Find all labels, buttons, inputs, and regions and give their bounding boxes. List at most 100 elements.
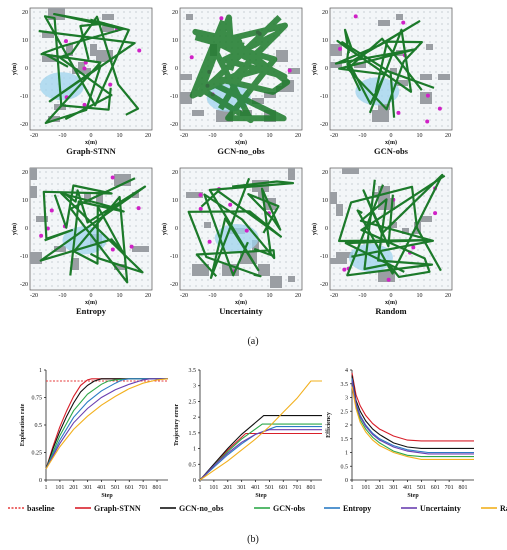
grid-dot <box>405 17 407 19</box>
obstacle-block <box>132 246 149 252</box>
grid-dot <box>363 171 365 173</box>
grid-dot <box>285 267 287 269</box>
grid-dot <box>381 17 383 19</box>
grid-dot <box>111 279 113 281</box>
grid-dot <box>147 95 149 97</box>
grid-dot <box>45 183 47 185</box>
grid-dot <box>129 11 131 13</box>
trajectory-path <box>334 20 421 92</box>
grid-dot <box>39 59 41 61</box>
grid-dot <box>393 249 395 251</box>
grid-dot <box>129 107 131 109</box>
grid-dot <box>147 29 149 31</box>
grid-dot <box>423 89 425 91</box>
grid-dot <box>189 53 191 55</box>
grid-dot <box>423 53 425 55</box>
grid-dot <box>63 189 65 191</box>
grid-dot <box>357 29 359 31</box>
grid-dot <box>111 101 113 103</box>
grid-dot <box>141 71 143 73</box>
grid-dot <box>117 231 119 233</box>
grid-dot <box>129 249 131 251</box>
obstacle-block <box>84 192 91 204</box>
grid-dot <box>45 195 47 197</box>
grid-dot <box>369 107 371 109</box>
grid-dot <box>345 89 347 91</box>
map-x-tick: 0 <box>90 133 93 139</box>
grid-dot <box>57 183 59 185</box>
grid-dot <box>117 219 119 221</box>
grid-dot <box>195 207 197 209</box>
grid-dot <box>297 77 299 79</box>
grid-dot <box>147 41 149 43</box>
obstacle-block <box>96 192 103 204</box>
grid-dot <box>297 243 299 245</box>
grid-dot <box>363 213 365 215</box>
grid-dot <box>141 231 143 233</box>
grid-dot <box>291 35 293 37</box>
map-x-tick: 0 <box>90 293 93 299</box>
grid-dot <box>111 255 113 257</box>
obstacle-block <box>390 68 397 74</box>
grid-dot <box>45 119 47 121</box>
grid-dot <box>147 177 149 179</box>
grid-dot <box>99 285 101 287</box>
y-tick-label: 0 <box>345 478 348 484</box>
grid-dot <box>417 213 419 215</box>
grid-dot <box>399 107 401 109</box>
grid-dot <box>75 273 77 275</box>
grid-dot <box>117 11 119 13</box>
grid-dot <box>447 17 449 19</box>
grid-dot <box>39 171 41 173</box>
grid-dot <box>111 201 113 203</box>
grid-dot <box>441 261 443 263</box>
grid-dot <box>63 273 65 275</box>
grid-dot <box>297 225 299 227</box>
grid-dot <box>189 261 191 263</box>
grid-dot <box>135 189 137 191</box>
grid-dot <box>429 59 431 61</box>
grid-dot <box>291 249 293 251</box>
grid-dot <box>399 125 401 127</box>
grid-dot <box>369 125 371 127</box>
map-y-label: y(m) <box>311 63 318 75</box>
series-gcn-no-obs <box>45 378 168 470</box>
grid-dot <box>447 125 449 127</box>
grid-dot <box>285 285 287 287</box>
grid-dot <box>183 113 185 115</box>
grid-dot <box>33 273 35 275</box>
grid-dot <box>441 279 443 281</box>
grid-dot <box>291 17 293 19</box>
grid-dot <box>99 267 101 269</box>
grid-dot <box>273 273 275 275</box>
grid-dot <box>105 113 107 115</box>
grid-dot <box>405 113 407 115</box>
grid-dot <box>339 23 341 25</box>
grid-dot <box>213 249 215 251</box>
grid-dot <box>357 177 359 179</box>
targets <box>338 14 442 124</box>
grid-dot <box>57 285 59 287</box>
grid-dot <box>141 243 143 245</box>
grid-dot <box>93 29 95 31</box>
grid-dot <box>189 249 191 251</box>
grid-dot <box>249 225 251 227</box>
grid-dot <box>75 279 77 281</box>
grid-dot <box>111 119 113 121</box>
grid-dot <box>267 125 269 127</box>
grid-dot <box>207 113 209 115</box>
map-y-tick: -10 <box>320 254 328 260</box>
grid-dot <box>273 77 275 79</box>
grid-dot <box>417 267 419 269</box>
grid-dot <box>261 213 263 215</box>
grid-dot <box>249 17 251 19</box>
grid-dot <box>441 213 443 215</box>
map-x-label: x(m) <box>385 139 397 146</box>
map-y-tick: 10 <box>172 38 178 44</box>
grid-dot <box>357 237 359 239</box>
grid-dot <box>213 171 215 173</box>
grid-dot <box>423 17 425 19</box>
grid-dot <box>99 83 101 85</box>
target-point <box>129 244 134 249</box>
grid-dot <box>45 11 47 13</box>
